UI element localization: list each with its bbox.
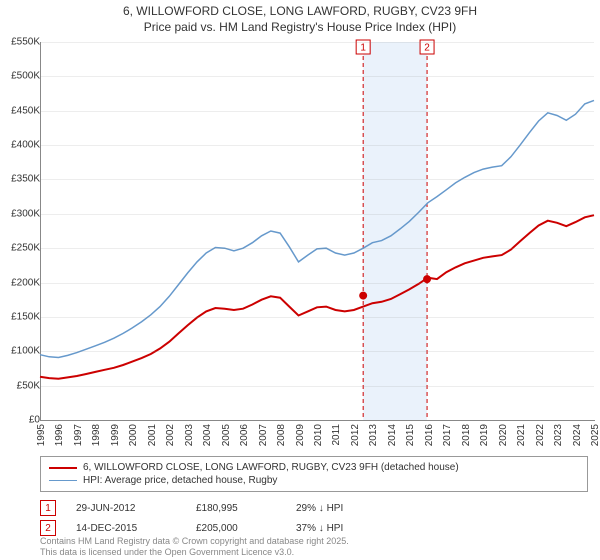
footer-line1: Contains HM Land Registry data © Crown c… — [40, 536, 349, 547]
xtick-label: 1998 — [91, 424, 102, 446]
gridline — [40, 42, 594, 43]
ytick-label: £150K — [0, 311, 40, 322]
title-line1: 6, WILLOWFORD CLOSE, LONG LAWFORD, RUGBY… — [0, 4, 600, 20]
shade-region — [363, 42, 427, 420]
xtick-label: 2016 — [424, 424, 435, 446]
ytick-label: £550K — [0, 37, 40, 48]
xtick-label: 2014 — [387, 424, 398, 446]
xtick-label: 1997 — [73, 424, 84, 446]
gridline — [40, 283, 594, 284]
xtick-label: 2002 — [165, 424, 176, 446]
xtick-label: 2010 — [313, 424, 324, 446]
sale-row-num: 2 — [40, 520, 56, 536]
xtick-label: 2019 — [479, 424, 490, 446]
gridline — [40, 76, 594, 77]
sale-row-hpi: 29% ↓ HPI — [296, 503, 416, 514]
legend: 6, WILLOWFORD CLOSE, LONG LAWFORD, RUGBY… — [40, 456, 588, 492]
chart-title: 6, WILLOWFORD CLOSE, LONG LAWFORD, RUGBY… — [0, 0, 600, 35]
xtick-label: 2012 — [350, 424, 361, 446]
ytick-label: £450K — [0, 105, 40, 116]
xtick-label: 2001 — [147, 424, 158, 446]
xtick-label: 2000 — [128, 424, 139, 446]
xtick-label: 2007 — [258, 424, 269, 446]
xtick-label: 2004 — [202, 424, 213, 446]
xtick-label: 2021 — [516, 424, 527, 446]
xtick-label: 2006 — [239, 424, 250, 446]
sale-row-price: £180,995 — [196, 503, 276, 514]
gridline — [40, 351, 594, 352]
ytick-label: £50K — [0, 380, 40, 391]
ytick-label: £0 — [0, 415, 40, 426]
gridline — [40, 145, 594, 146]
gridline — [40, 317, 594, 318]
gridline — [40, 386, 594, 387]
sale-row-date: 14-DEC-2015 — [76, 523, 176, 534]
xtick-label: 2025 — [590, 424, 600, 446]
xtick-label: 1999 — [110, 424, 121, 446]
ytick-label: £200K — [0, 277, 40, 288]
ytick-label: £500K — [0, 71, 40, 82]
sale-row: 2 14-DEC-2015 £205,000 37% ↓ HPI — [40, 518, 416, 538]
gridline — [40, 111, 594, 112]
legend-label: HPI: Average price, detached house, Rugb… — [83, 475, 277, 486]
chart-svg: 12 — [40, 42, 594, 420]
xtick-label: 2003 — [184, 424, 195, 446]
gridline — [40, 179, 594, 180]
xtick-label: 2009 — [295, 424, 306, 446]
sale-marker-num: 2 — [424, 43, 430, 54]
series-line — [40, 215, 594, 379]
sale-point — [360, 292, 367, 299]
xtick-label: 2024 — [572, 424, 583, 446]
gridline — [40, 214, 594, 215]
xtick-label: 2022 — [535, 424, 546, 446]
legend-label: 6, WILLOWFORD CLOSE, LONG LAWFORD, RUGBY… — [83, 462, 459, 473]
footer: Contains HM Land Registry data © Crown c… — [40, 536, 349, 558]
xtick-label: 2011 — [331, 424, 342, 446]
xtick-label: 1996 — [54, 424, 65, 446]
xtick-label: 2013 — [368, 424, 379, 446]
xtick-label: 2023 — [553, 424, 564, 446]
xtick-label: 2017 — [442, 424, 453, 446]
footer-line2: This data is licensed under the Open Gov… — [40, 547, 349, 558]
title-line2: Price paid vs. HM Land Registry's House … — [0, 20, 600, 36]
sale-marker-num: 1 — [360, 43, 366, 54]
ytick-label: £350K — [0, 174, 40, 185]
xtick-label: 2020 — [498, 424, 509, 446]
legend-swatch — [49, 480, 77, 482]
sale-row-num: 1 — [40, 500, 56, 516]
ytick-label: £250K — [0, 243, 40, 254]
xtick-label: 2015 — [405, 424, 416, 446]
sale-row-price: £205,000 — [196, 523, 276, 534]
legend-swatch — [49, 467, 77, 469]
sale-row-date: 29-JUN-2012 — [76, 503, 176, 514]
sale-row-hpi: 37% ↓ HPI — [296, 523, 416, 534]
xtick-label: 2008 — [276, 424, 287, 446]
legend-row: 6, WILLOWFORD CLOSE, LONG LAWFORD, RUGBY… — [49, 461, 579, 474]
gridline — [40, 248, 594, 249]
legend-row: HPI: Average price, detached house, Rugb… — [49, 474, 579, 487]
ytick-label: £300K — [0, 208, 40, 219]
ytick-label: £400K — [0, 140, 40, 151]
series-line — [40, 100, 594, 357]
ytick-label: £100K — [0, 346, 40, 357]
xtick-label: 2005 — [221, 424, 232, 446]
sale-row: 1 29-JUN-2012 £180,995 29% ↓ HPI — [40, 498, 416, 518]
xtick-label: 2018 — [461, 424, 472, 446]
xtick-label: 1995 — [36, 424, 47, 446]
sales-table: 1 29-JUN-2012 £180,995 29% ↓ HPI 2 14-DEC-201… — [40, 498, 416, 538]
